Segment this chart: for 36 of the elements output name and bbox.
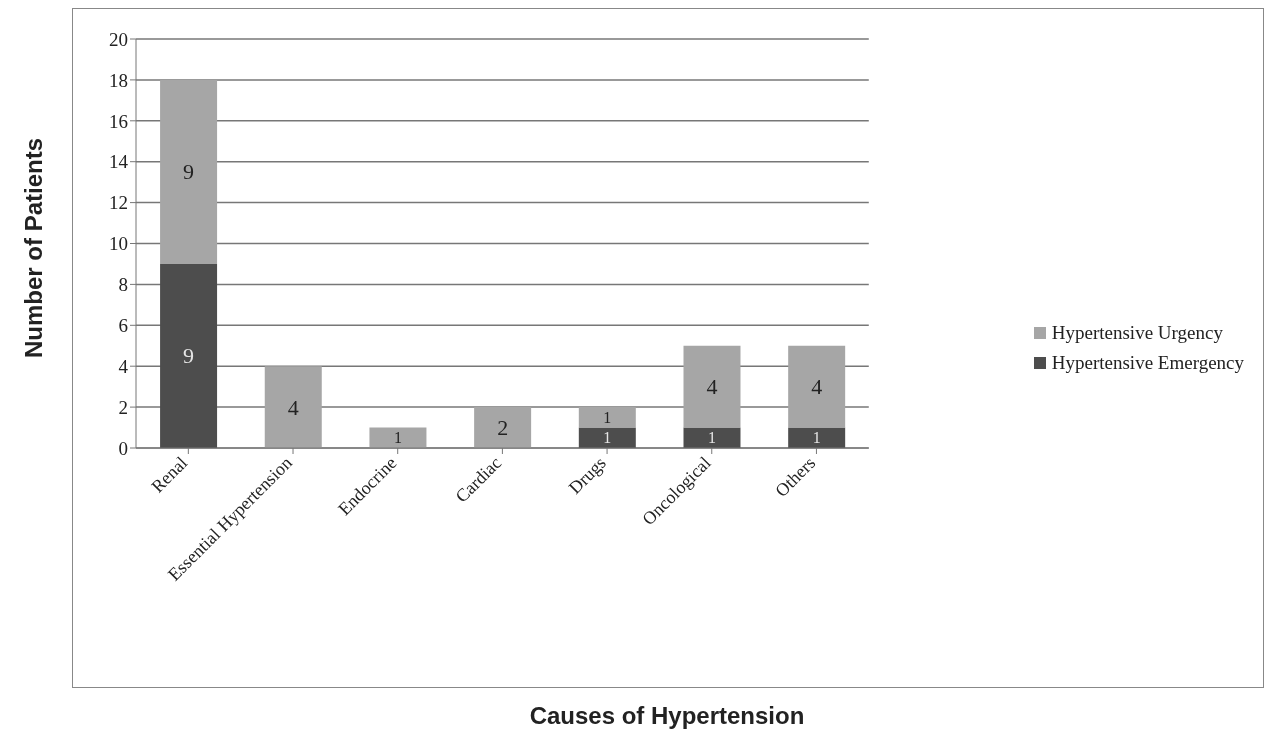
data-label: 1 [603,408,612,426]
x-axis-title: Causes of Hypertension [528,702,806,730]
bar [474,407,532,448]
y-tick-label: 14 [109,151,129,173]
y-tick-label: 12 [109,192,128,214]
bar [683,427,741,448]
data-label: 1 [707,429,716,447]
legend-label: Hypertensive Urgency [1051,322,1223,344]
y-tick-label: 8 [118,274,128,296]
bar [369,427,427,448]
bar [160,263,218,448]
y-tick-label: 0 [118,437,128,459]
data-label: 9 [183,159,195,185]
bar [788,345,846,428]
y-tick-label: 18 [109,69,128,91]
y-tick-label: 10 [109,233,128,255]
data-label: 1 [812,429,821,447]
data-label: 4 [811,374,823,400]
bar [578,407,636,428]
data-label: 1 [393,429,402,447]
data-label: 4 [287,394,299,420]
bar [264,366,322,448]
data-label: 1 [603,429,612,447]
bar [788,427,846,448]
data-label: 9 [183,343,195,369]
y-tick-label: 4 [118,355,129,377]
y-axis-title: Number of Patients [20,137,48,359]
data-label: 2 [497,415,509,441]
y-tick-label: 6 [118,315,128,337]
bar [683,345,741,428]
y-tick-label: 16 [109,110,128,132]
y-tick-label: 2 [118,396,128,418]
bar [160,79,218,264]
y-tick-label: 20 [109,28,128,50]
legend-label: Hypertensive Emergency [1051,352,1244,374]
data-label: 4 [706,374,718,400]
